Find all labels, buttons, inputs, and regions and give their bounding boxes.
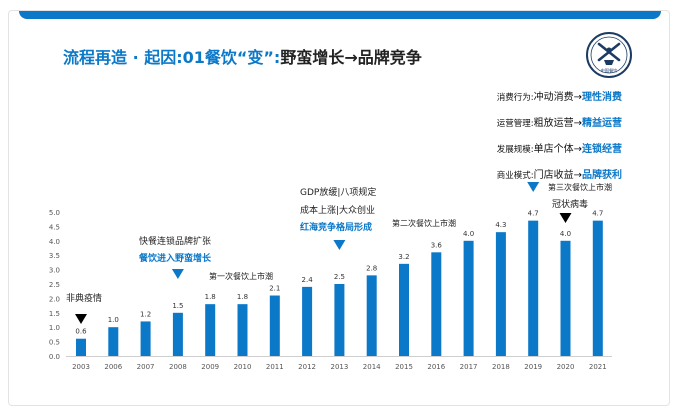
y-tick-label: 5.0	[49, 209, 60, 217]
bar	[334, 284, 345, 356]
trend-legend: 消费行为:冲动消费→理性消费 运营管理:粗放运营→精益运营 发展规模:单店个体→…	[497, 88, 622, 192]
x-tick-label: 2019	[524, 363, 542, 371]
y-tick-label: 1.0	[49, 324, 60, 332]
black-down-triangle-icon	[559, 213, 572, 223]
y-tick-label: 4.5	[49, 223, 60, 231]
annotation-text: 餐饮进入野蛮增长	[138, 252, 212, 264]
bar	[399, 263, 409, 356]
x-tick-label: 2013	[330, 363, 348, 371]
bar-value-label: 2.8	[366, 264, 377, 272]
bar-value-label: 4.0	[463, 230, 474, 238]
bar	[528, 220, 539, 356]
x-tick-label: 2018	[492, 363, 510, 371]
annotation-text: 第三次餐饮上市潮	[548, 182, 612, 192]
y-tick-label: 3.5	[49, 252, 60, 260]
bar	[205, 304, 216, 356]
bar	[463, 240, 474, 356]
y-tick-label: 4.0	[49, 238, 60, 246]
bar-value-label: 2.4	[302, 276, 314, 284]
bar	[431, 252, 442, 356]
x-tick-label: 2011	[266, 363, 284, 371]
blue-down-triangle-icon	[527, 182, 540, 192]
bar	[108, 327, 119, 356]
bar	[237, 304, 248, 356]
blue-down-triangle-icon	[333, 240, 346, 250]
page-title: 流程再造 · 起因:01餐饮“变”:野蛮增长→品牌竞争	[63, 44, 422, 68]
page-title-lead: 流程再造 · 起因:01餐饮“变”:	[63, 48, 281, 67]
blue-down-triangle-icon	[171, 269, 184, 279]
bar-value-label: 4.7	[592, 210, 603, 218]
annotation-text: 成本上涨|大众创业	[300, 204, 375, 216]
x-tick-label: 2016	[427, 363, 445, 371]
annotation-text: 非典疫情	[66, 292, 102, 304]
brand-logo-icon: 中国餐饮	[586, 32, 632, 78]
bar-value-label: 1.0	[108, 316, 119, 324]
x-tick-label: 2021	[589, 363, 607, 371]
x-tick-label: 2010	[234, 363, 252, 371]
bar	[269, 295, 280, 356]
y-tick-label: 3.0	[49, 267, 60, 275]
x-tick-label: 2009	[201, 363, 219, 371]
bar-value-label: 2.1	[269, 285, 280, 293]
bar	[560, 240, 571, 356]
top-accent-band	[19, 11, 661, 19]
bar-value-label: 1.5	[172, 302, 183, 310]
bar	[302, 286, 313, 356]
y-tick-label: 0.5	[49, 339, 60, 347]
x-tick-label: 2012	[298, 363, 316, 371]
x-tick-label: 2007	[137, 363, 155, 371]
annotation-text: 快餐连锁品牌扩张	[139, 235, 211, 247]
annotation-text: 红海竞争格局形成	[300, 221, 372, 233]
annotation-text: 冠状病毒	[552, 198, 588, 210]
bar-value-label: 4.0	[560, 230, 571, 238]
bar-value-label: 0.6	[75, 328, 87, 336]
bar-value-label: 3.2	[398, 253, 409, 261]
bar	[172, 312, 183, 356]
x-tick-label: 2017	[460, 363, 478, 371]
bar	[592, 220, 603, 356]
legend-row: 发展规模:单店个体→连锁经营	[496, 144, 622, 155]
x-tick-label: 2020	[557, 363, 575, 371]
y-tick-label: 0.0	[49, 353, 60, 361]
x-tick-label: 2008	[169, 363, 187, 371]
annotation-text: GDP放缓|八项规定	[300, 186, 376, 198]
black-down-triangle-icon	[75, 314, 87, 324]
bar	[140, 321, 151, 356]
page-title-emphasis: 野蛮增长→品牌竞争	[280, 48, 422, 67]
x-tick-label: 2015	[395, 363, 413, 371]
y-tick-label: 1.5	[49, 310, 60, 318]
bar-value-label: 1.8	[205, 293, 216, 301]
x-tick-label: 2014	[363, 363, 381, 371]
bar-value-label: 3.6	[431, 241, 443, 249]
bar	[76, 338, 86, 356]
bar-value-label: 1.2	[140, 310, 151, 318]
legend-row: 消费行为:冲动消费→理性消费	[496, 92, 622, 103]
x-tick-label: 2006	[104, 363, 122, 371]
bar	[495, 232, 506, 356]
y-tick-label: 2.0	[49, 295, 60, 303]
y-tick-label: 2.5	[49, 281, 60, 289]
brand-logo-text: 中国餐饮	[601, 67, 619, 74]
bar-value-label: 2.5	[334, 273, 345, 281]
bar	[366, 275, 377, 356]
annotation-text: 第一次餐饮上市潮	[209, 271, 273, 281]
x-tick-label: 2003	[72, 363, 90, 371]
legend-row: 运营管理:粗放运营→精益运营	[496, 118, 622, 129]
bar-value-label: 1.8	[237, 293, 248, 301]
annotation-text: 第二次餐饮上市潮	[392, 218, 456, 228]
legend-row: 商业模式:门店收益→品牌获利	[496, 170, 622, 181]
bar-value-label: 4.7	[528, 210, 539, 218]
bar-value-label: 4.3	[495, 221, 506, 229]
